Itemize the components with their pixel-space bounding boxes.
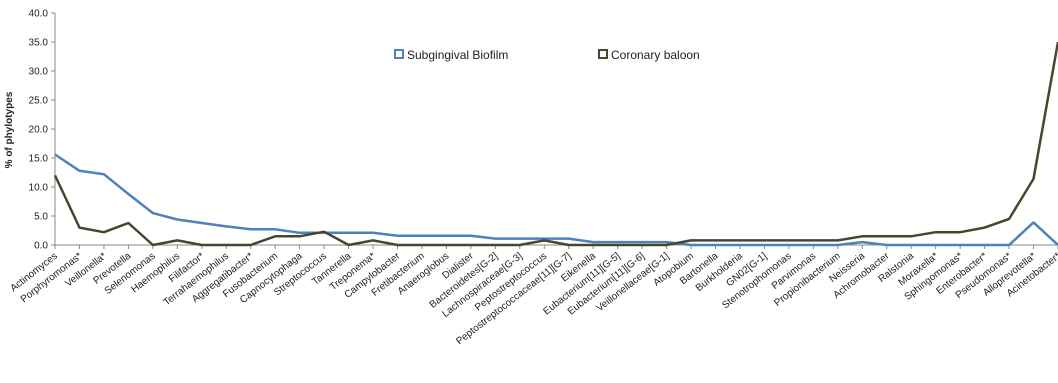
y-axis-title: % of phylotypes — [4, 91, 15, 168]
legend-label-subgingival: Subgingival Biofilm — [407, 48, 508, 62]
legend-item-subgingival: Subgingival Biofilm — [394, 48, 508, 62]
y-tick-label: 5.0 — [34, 212, 48, 223]
legend-swatch-coronary — [598, 49, 608, 59]
y-axis: 0.0 5.0 10.0 15.0 20.0 25.0 30.0 35.0 40.0 — [29, 9, 56, 252]
legend-swatch-subgingival — [394, 49, 404, 59]
y-tick-label: 15.0 — [29, 154, 49, 165]
x-axis: ActinomycesPorphyromonas*Veillonella*Pre… — [8, 244, 1058, 347]
series-line-subgingival-biofilm — [54, 153, 1058, 247]
legend: Subgingival Biofilm Coronary baloon — [394, 48, 700, 62]
y-tick-label: 25.0 — [29, 96, 49, 107]
legend-item-coronary: Coronary baloon — [598, 48, 700, 62]
series-layer — [53, 41, 1058, 247]
y-tick-label: 35.0 — [29, 38, 49, 49]
y-tick-label: 30.0 — [29, 67, 49, 78]
y-tick-label: 40.0 — [29, 9, 49, 20]
y-tick-label: 20.0 — [29, 125, 49, 136]
y-tick-label: 0.0 — [34, 241, 48, 252]
y-tick-label: 10.0 — [29, 183, 49, 194]
series-line-coronary-baloon — [53, 41, 1058, 247]
legend-label-coronary: Coronary baloon — [611, 48, 700, 62]
